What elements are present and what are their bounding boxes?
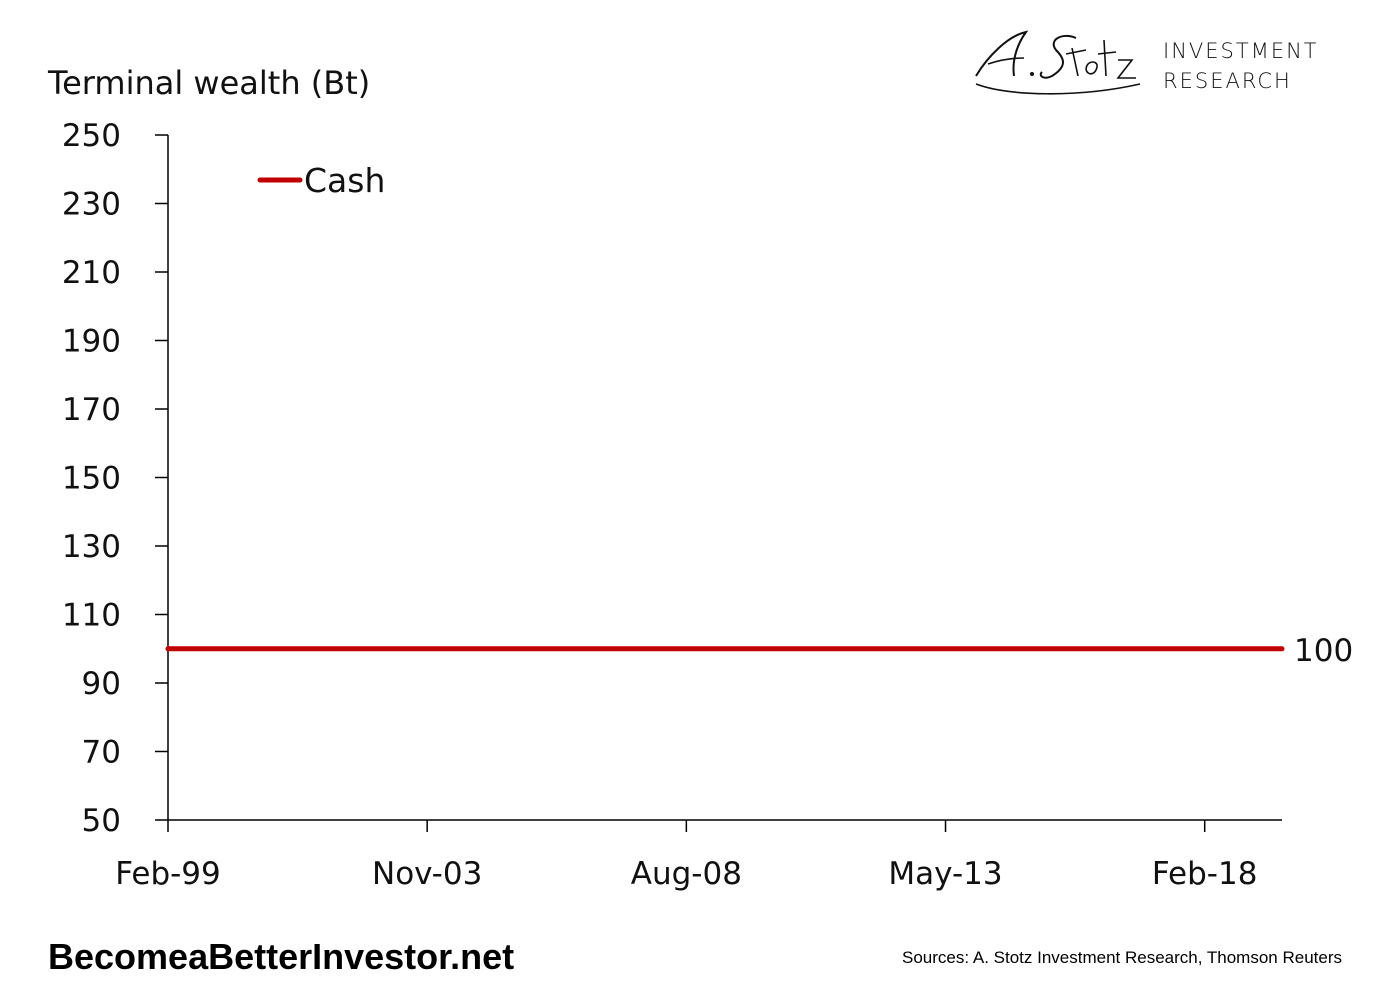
y-tick-label: 110 xyxy=(62,598,121,634)
y-tick-label: 150 xyxy=(62,461,121,497)
logo-line-1: INVESTMENT xyxy=(1163,39,1319,63)
y-tick-label: 170 xyxy=(62,392,121,428)
series-layer: 100 xyxy=(165,633,1353,669)
y-axis: 50 70 90 110 130 150 170 190 210 230 250 xyxy=(62,118,169,839)
y-tick-label: 230 xyxy=(62,187,121,223)
logo-wordmark: INVESTMENT RESEARCH xyxy=(1163,36,1319,96)
x-tick-label: Feb-18 xyxy=(1152,856,1258,892)
x-tick-label: Aug-08 xyxy=(631,856,742,892)
y-tick-label: 90 xyxy=(82,666,121,702)
footer-site-name: BecomeaBetterInvestor.net xyxy=(48,936,515,977)
footer-sources: Sources: A. Stotz Investment Research, T… xyxy=(902,948,1342,967)
y-tick-label: 250 xyxy=(62,118,121,154)
x-tick-label: Feb-99 xyxy=(115,856,221,892)
chart: Terminal wealth (Bt) 50 70 90 110 130 150 170 1… xyxy=(47,64,1353,892)
legend: Cash xyxy=(257,161,385,200)
x-tick-label: May-13 xyxy=(888,856,1002,892)
y-tick-label: 50 xyxy=(82,803,121,839)
legend-label: Cash xyxy=(304,161,385,200)
x-tick-label: Nov-03 xyxy=(372,856,482,892)
series-end-label: 100 xyxy=(1294,633,1353,669)
y-tick-label: 70 xyxy=(82,735,121,771)
logo-line-2: RESEARCH xyxy=(1163,69,1292,93)
signature-logo-icon xyxy=(975,30,1141,95)
y-tick-label: 190 xyxy=(62,324,121,360)
x-axis: Feb-99 Nov-03 Aug-08 May-13 Feb-18 xyxy=(115,819,1282,892)
y-tick-label: 210 xyxy=(62,255,121,291)
y-axis-title: Terminal wealth (Bt) xyxy=(47,64,370,102)
brand-logo: INVESTMENT RESEARCH xyxy=(968,26,1368,102)
y-tick-label: 130 xyxy=(62,529,121,565)
